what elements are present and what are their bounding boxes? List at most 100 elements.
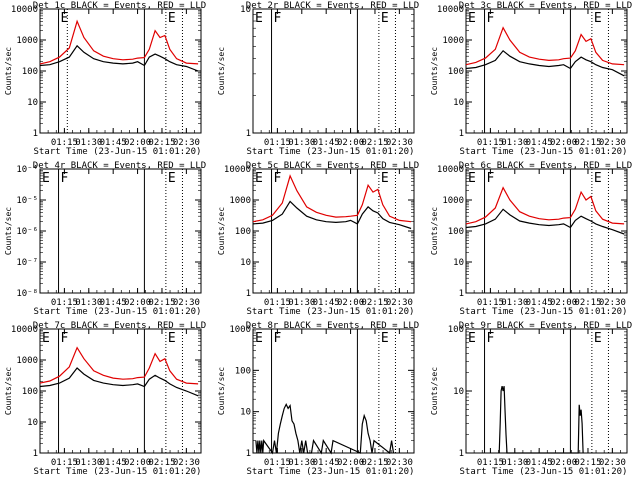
y-tick-label: 1	[459, 129, 464, 139]
y-tick-label: 1000	[16, 356, 38, 366]
plot-frame	[465, 168, 628, 294]
marker-label: E	[255, 11, 263, 26]
chart-title: Det 2r BLACK = Events, RED = LLD	[246, 1, 419, 11]
x-tick-label: 01:30	[501, 458, 528, 468]
marker-label: F	[274, 11, 282, 26]
plot-frame	[252, 328, 415, 454]
y-axis-label: Counts/sec	[430, 367, 439, 415]
marker-label: E	[42, 171, 50, 186]
x-tick-label: 02:00	[337, 458, 364, 468]
x-axis-label: Start Time (23-Jun-15 01:01:20)	[460, 467, 628, 477]
y-axis-label: Counts/sec	[217, 207, 226, 255]
chart-panel-5: Det 5c BLACK = Events, RED = LLD01:1501:…	[217, 161, 419, 317]
chart-title: Det 6c BLACK = Events, RED = LLD	[459, 161, 632, 171]
y-tick-label: 10000	[11, 5, 38, 15]
marker-label: E	[594, 331, 602, 346]
chart-panel-9: Det 9r BLACK = Events, RED = LLD01:1501:…	[430, 321, 632, 477]
x-axis-label: Start Time (23-Jun-15 01:01:20)	[247, 307, 415, 317]
plot-frame	[252, 8, 415, 134]
x-axis-label: Start Time (23-Jun-15 01:01:20)	[34, 467, 202, 477]
y-tick-label: 1000	[442, 36, 464, 46]
x-tick-label: 02:30	[173, 138, 200, 148]
x-axis-label: Start Time (23-Jun-15 01:01:20)	[247, 467, 415, 477]
x-tick-label: 02:00	[124, 298, 151, 308]
marker-label: F	[274, 331, 282, 346]
events-series-line	[498, 385, 584, 454]
x-tick-label: 01:15	[51, 458, 78, 468]
y-tick-label: 100	[22, 387, 38, 397]
marker-label: E	[468, 11, 476, 26]
lld-series-line	[39, 19, 199, 65]
marker-label: E	[168, 11, 176, 26]
y-tick-label: 10⁻⁷	[16, 258, 38, 268]
marker-label: E	[594, 11, 602, 26]
x-tick-label: 01:15	[51, 138, 78, 148]
events-series-line	[465, 49, 625, 77]
plot-frame	[465, 8, 628, 134]
y-tick-label: 10	[27, 98, 38, 108]
x-tick-label: 01:30	[288, 138, 315, 148]
x-tick-label: 01:15	[51, 298, 78, 308]
y-tick-label: 100	[235, 366, 251, 376]
marker-label: E	[468, 331, 476, 346]
marker-label: F	[274, 171, 282, 186]
y-tick-label: 1	[459, 289, 464, 299]
x-tick-label: 01:45	[100, 458, 127, 468]
marker-label: F	[61, 331, 69, 346]
plot-frame	[39, 8, 202, 134]
y-tick-label: 1	[459, 449, 464, 459]
x-tick-label: 02:15	[148, 458, 175, 468]
x-tick-label: 02:30	[599, 138, 626, 148]
y-tick-label: 1	[246, 129, 251, 139]
x-axis-label: Start Time (23-Jun-15 01:01:20)	[460, 307, 628, 317]
x-tick-label: 02:00	[550, 298, 577, 308]
lld-series-line	[465, 26, 625, 66]
lld-series-line	[465, 186, 625, 225]
y-axis-label: Counts/sec	[4, 367, 13, 415]
y-axis-label: Counts/sec	[430, 207, 439, 255]
y-tick-label: 1000	[229, 325, 251, 335]
x-tick-label: 02:30	[386, 458, 413, 468]
chart-title: Det 9r BLACK = Events, RED = LLD	[459, 321, 632, 331]
x-tick-label: 02:00	[337, 298, 364, 308]
x-axis-label: Start Time (23-Jun-15 01:01:20)	[247, 147, 415, 157]
x-tick-label: 02:30	[599, 298, 626, 308]
x-tick-label: 02:15	[361, 138, 388, 148]
marker-label: E	[255, 331, 263, 346]
y-tick-label: 10	[453, 387, 464, 397]
y-tick-label: 10⁻⁵	[16, 196, 38, 206]
x-tick-label: 01:15	[477, 298, 504, 308]
x-tick-label: 01:45	[313, 298, 340, 308]
y-tick-label: 10000	[437, 5, 464, 15]
x-tick-label: 02:00	[550, 458, 577, 468]
x-tick-label: 01:45	[313, 458, 340, 468]
events-series-line	[252, 200, 412, 230]
chart-title: Det 5c BLACK = Events, RED = LLD	[246, 161, 419, 171]
marker-label: E	[168, 171, 176, 186]
y-axis-label: Counts/sec	[430, 47, 439, 95]
chart-title: Det 4r BLACK = Events, RED = LLD	[33, 161, 206, 171]
y-tick-label: 100	[448, 325, 464, 335]
x-axis-label: Start Time (23-Jun-15 01:01:20)	[34, 307, 202, 317]
y-tick-label: 10⁻⁶	[16, 227, 38, 237]
chart-panel-8: Det 8r BLACK = Events, RED = LLD01:1501:…	[217, 321, 419, 477]
events-series-line	[465, 208, 625, 235]
events-series-line	[39, 367, 199, 397]
x-tick-label: 02:00	[337, 138, 364, 148]
x-tick-label: 02:15	[361, 458, 388, 468]
y-tick-label: 10⁻⁴	[16, 165, 38, 175]
x-tick-label: 01:45	[100, 138, 127, 148]
x-tick-label: 02:30	[173, 458, 200, 468]
x-tick-label: 01:15	[264, 138, 291, 148]
y-axis-label: Counts/sec	[4, 47, 13, 95]
chart-title: Det 7c BLACK = Events, RED = LLD	[33, 321, 206, 331]
marker-label: F	[487, 11, 495, 26]
marker-label: E	[381, 171, 389, 186]
marker-label: E	[594, 171, 602, 186]
y-tick-label: 10⁻⁸	[16, 289, 38, 299]
x-tick-label: 01:30	[288, 298, 315, 308]
y-tick-label: 1	[33, 449, 38, 459]
x-tick-label: 02:15	[148, 138, 175, 148]
x-tick-label: 02:30	[173, 298, 200, 308]
